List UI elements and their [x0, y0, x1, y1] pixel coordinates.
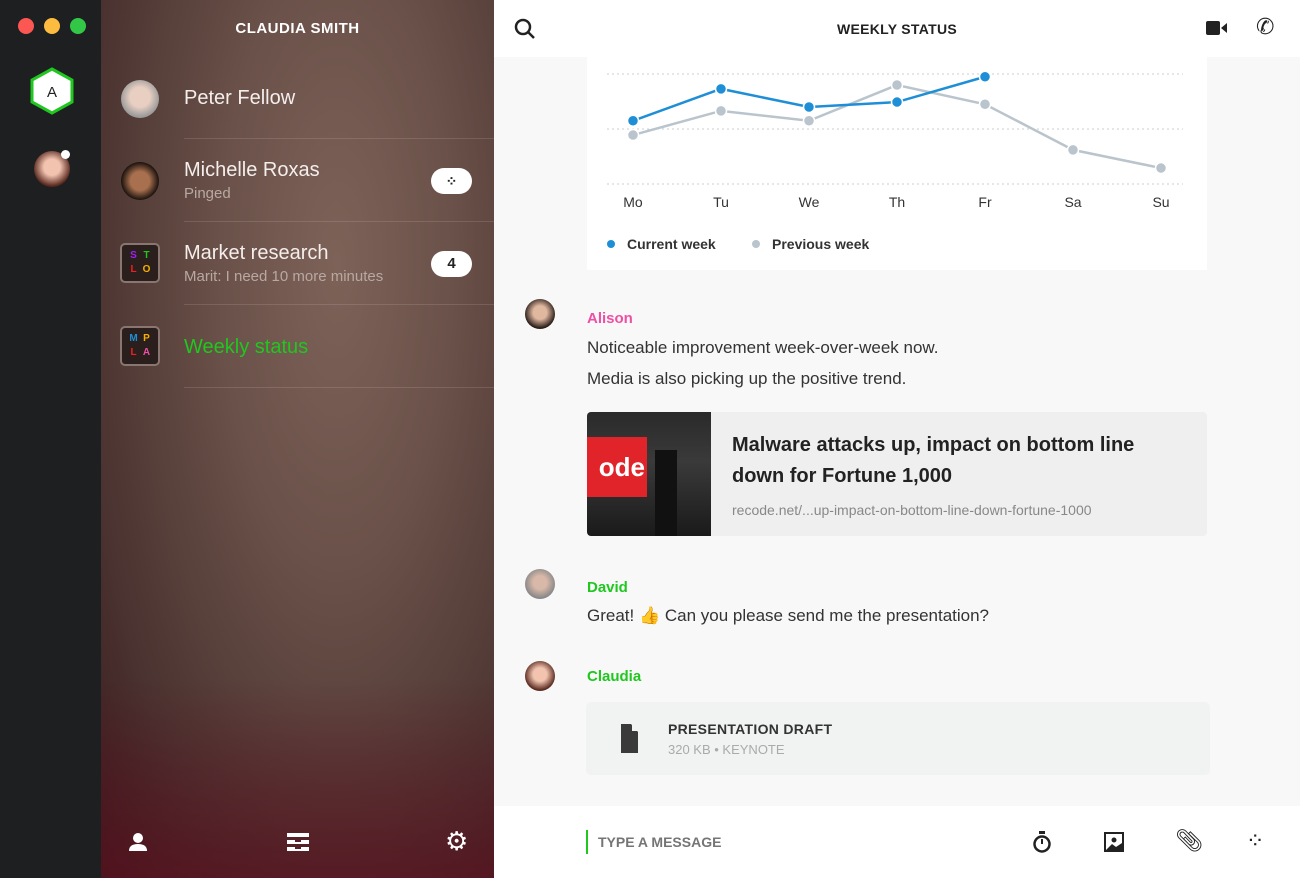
chat-panel: WEEKLY STATUS ✆ Mo Tu We Th Fr Sa Su Current we…: [494, 0, 1300, 878]
phone-icon[interactable]: ✆: [1256, 14, 1275, 39]
file-meta: 320 KB • KEYNOTE: [668, 742, 785, 757]
attachment-icon[interactable]: 📎︎: [1175, 828, 1203, 853]
divider: [184, 304, 494, 305]
message-text: Media is also picking up the positive tr…: [587, 369, 907, 388]
chart-card: Mo Tu We Th Fr Sa Su Current week Previous week: [587, 57, 1207, 270]
data-point: [626, 114, 640, 127]
data-point: [1066, 143, 1080, 157]
conversation-subtitle: Marit: I need 10 more minutes: [184, 268, 384, 285]
group-letter: P: [143, 333, 150, 344]
data-point: [978, 70, 992, 83]
link-url: recode.net/...up-impact-on-bottom-line-d…: [732, 502, 1092, 518]
group-avatar: S T L O: [120, 243, 160, 283]
data-point: [714, 104, 728, 118]
online-indicator: [61, 150, 70, 159]
group-letter: A: [142, 347, 151, 358]
data-point: [802, 114, 816, 127]
avatar-alison: [525, 299, 555, 329]
ping-badge[interactable]: ⁘: [431, 168, 472, 194]
sender-name: Claudia: [587, 668, 642, 685]
x-tick-label: Sa: [1064, 194, 1081, 210]
data-point: [890, 78, 904, 92]
data-point: [1154, 161, 1168, 175]
ping-icon: ⁘: [445, 173, 458, 189]
archive-icon[interactable]: [287, 832, 309, 852]
conversation-name: Market research: [184, 242, 329, 264]
data-point: [890, 95, 904, 109]
group-letter: S: [130, 250, 137, 261]
ping-icon[interactable]: ⁘: [1246, 828, 1265, 853]
x-tick-label: Su: [1152, 194, 1169, 210]
conversation-name: Peter Fellow: [184, 87, 296, 109]
legend-label: Current week: [627, 236, 716, 252]
thumbnail-logo: ode: [587, 437, 647, 497]
sender-name: David: [587, 579, 628, 596]
message-input[interactable]: [598, 830, 998, 854]
x-tick-label: We: [799, 194, 820, 210]
legend-label: Previous week: [772, 236, 869, 252]
chat-header: WEEKLY STATUS ✆: [494, 0, 1300, 57]
group-letter: O: [142, 264, 151, 275]
avatar: [121, 80, 159, 118]
data-point: [626, 128, 640, 142]
chat-title: WEEKLY STATUS: [836, 21, 958, 37]
divider: [184, 387, 494, 388]
x-tick-label: Tu: [713, 194, 729, 210]
file-attachment[interactable]: PRESENTATION DRAFT 320 KB • KEYNOTE: [586, 702, 1210, 775]
group-letter: M: [129, 333, 138, 344]
window-minimize-button[interactable]: [44, 18, 60, 34]
x-tick-label: Mo: [623, 194, 643, 210]
conversation-name: Michelle Roxas: [184, 159, 320, 181]
window-close-button[interactable]: [18, 18, 34, 34]
group-letter: L: [130, 347, 137, 358]
conversation-item-peter[interactable]: Peter Fellow: [101, 56, 494, 139]
link-title: Malware attacks up, impact on bottom lin…: [732, 434, 1135, 487]
link-preview[interactable]: ode Malware attacks up, impact on bottom…: [587, 412, 1207, 536]
video-icon[interactable]: [1206, 20, 1228, 36]
avatar: [121, 162, 159, 200]
file-icon: [621, 724, 638, 753]
group-avatar: M P L A: [120, 326, 160, 366]
avatar-david: [525, 569, 555, 599]
conversation-item-weekly-status[interactable]: M P L A Weekly status: [101, 305, 494, 388]
text-cursor: [586, 830, 588, 854]
podium: [655, 450, 677, 536]
composer: 📎︎ ⁘: [494, 806, 1300, 878]
gear-icon[interactable]: ⚙: [445, 826, 469, 856]
workspace-initial: A: [47, 84, 57, 101]
conversation-subtitle: Pinged: [184, 185, 231, 202]
conversation-sidebar: CLAUDIA SMITH Peter Fellow Michelle Roxa…: [101, 0, 494, 878]
workspace-a-button[interactable]: A: [29, 67, 75, 115]
file-name: PRESENTATION DRAFT: [668, 721, 833, 737]
divider: [184, 138, 494, 139]
message-text: Noticeable improvement week-over-week no…: [587, 338, 939, 357]
unread-badge: 4: [431, 251, 472, 277]
series-line: [632, 75, 986, 122]
conversation-item-market-research[interactable]: S T L O Market research Marit: I need 10…: [101, 222, 494, 305]
legend-marker: [752, 240, 760, 248]
avatar-claudia: [525, 661, 555, 691]
data-point: [714, 82, 728, 96]
link-thumbnail: ode: [587, 412, 711, 536]
data-point: [978, 98, 992, 111]
conversation-name: Weekly status: [184, 336, 309, 358]
timer-icon[interactable]: [1032, 831, 1052, 853]
legend-marker: [607, 240, 615, 248]
weekly-line-chart: Mo Tu We Th Fr Sa Su Current week Previous week: [607, 70, 1183, 252]
search-icon[interactable]: [514, 18, 536, 40]
data-point: [802, 100, 816, 114]
x-tick-label: Fr: [978, 194, 992, 210]
sender-name: Alison: [587, 310, 633, 327]
current-user-name: CLAUDIA SMITH: [235, 20, 360, 37]
conversation-item-michelle[interactable]: Michelle Roxas Pinged ⁘: [101, 139, 494, 222]
divider: [184, 221, 494, 222]
window-maximize-button[interactable]: [70, 18, 86, 34]
message-text: Great! 👍 Can you please send me the pres…: [587, 606, 990, 625]
x-tick-label: Th: [889, 194, 905, 210]
profile-icon[interactable]: [128, 832, 148, 852]
group-letter: T: [143, 250, 150, 261]
workspace-rail: A: [0, 0, 101, 878]
image-icon[interactable]: [1104, 832, 1124, 852]
group-letter: L: [130, 264, 137, 275]
